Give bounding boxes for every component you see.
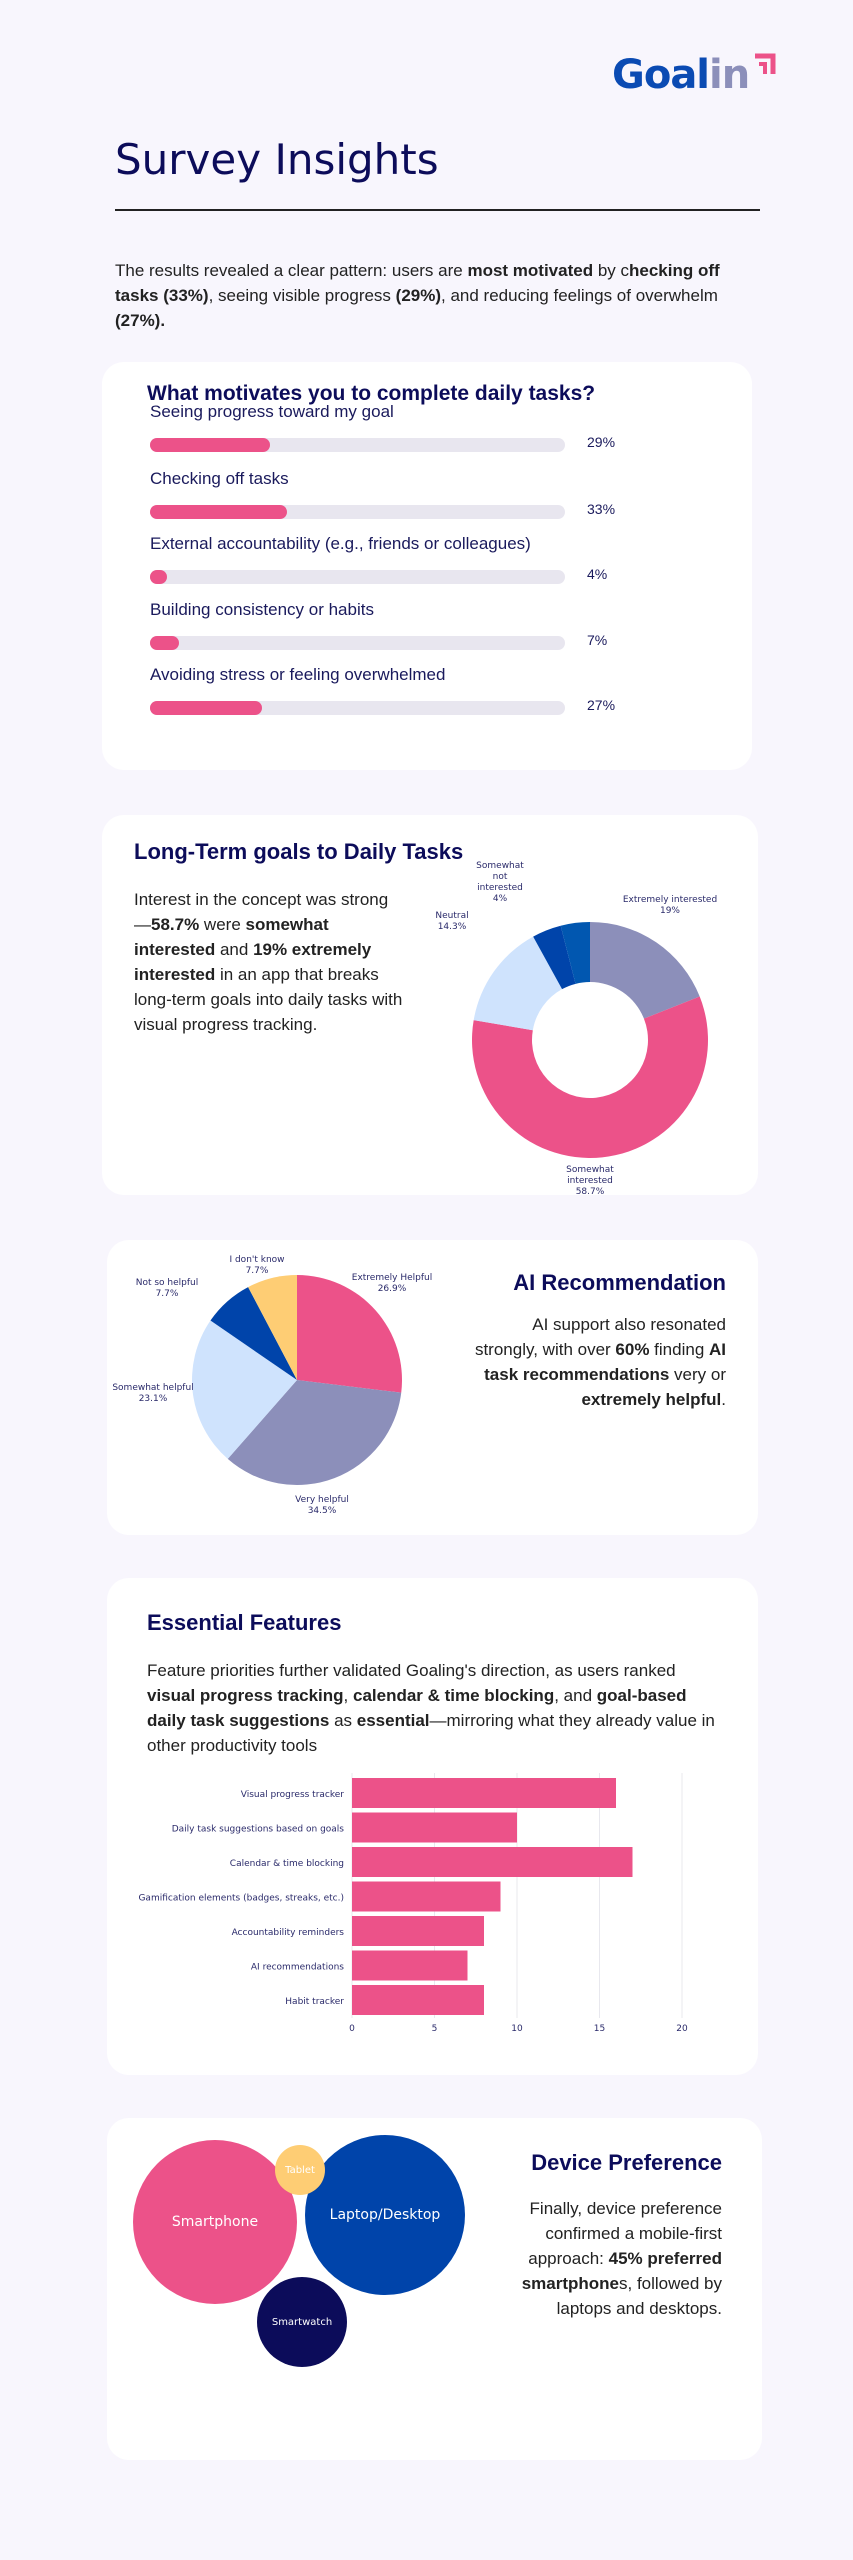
pie-slice — [473, 936, 563, 1031]
x-tick-label: 0 — [349, 2024, 355, 2033]
device-text: Finally, device preference confirmed a m… — [521, 2199, 722, 2318]
motivation-label: Seeing progress toward my goal — [150, 402, 394, 421]
progress-fill — [150, 570, 167, 584]
bubble-tablet: Tablet — [275, 2145, 325, 2195]
x-tick-label: 20 — [676, 2024, 688, 2033]
motivation-percent: 27% — [587, 697, 616, 713]
bar — [352, 1950, 468, 1981]
pie-slice — [297, 1275, 402, 1393]
pie-slice — [533, 925, 576, 990]
slice-label: Very helpful 34.5% — [295, 1495, 349, 1516]
bar — [352, 1812, 517, 1843]
bar — [352, 1985, 484, 2015]
longterm-title: Long-Term goals to Daily Tasks — [134, 839, 464, 864]
progress-track — [150, 570, 565, 584]
bubble-label: Laptop/Desktop — [329, 2207, 441, 2223]
progress-track — [150, 701, 565, 715]
ai-card: Extremely Helpful 26.9% Very helpful 34.5% S… — [107, 1240, 758, 1535]
pie-slice — [210, 1287, 297, 1380]
pie-slice — [472, 996, 708, 1158]
category-label: Accountability reminders — [232, 1928, 345, 1938]
pie-slice — [227, 1380, 402, 1485]
ai-text: AI support also resonated strongly, with… — [474, 1315, 726, 1409]
slice-label: Somewhat interested 58.7% — [566, 1165, 614, 1195]
ai-title: AI Recommendation — [513, 1270, 726, 1295]
features-title: Essential Features — [147, 1610, 342, 1635]
motivation-card: What motivates you to complete daily tas… — [102, 362, 752, 770]
x-tick-label: 10 — [511, 2024, 523, 2033]
divider — [115, 209, 760, 211]
longterm-text: Interest in the concept was strong—58.7%… — [134, 890, 403, 1034]
category-label: Calendar & time blocking — [230, 1859, 344, 1869]
slice-label: Extremely interested 19% — [623, 895, 717, 916]
goalin-logo: Goalin — [612, 52, 776, 98]
features-text: Feature priorities further validated Goa… — [147, 1661, 715, 1755]
bar — [352, 1847, 633, 1877]
x-tick-label: 15 — [594, 2024, 605, 2033]
arrow-logo-icon — [755, 53, 776, 74]
motivation-title: What motivates you to complete daily tas… — [147, 382, 596, 405]
device-card: Smartphone Laptop/Desktop Tablet Smartwatch… — [107, 2118, 762, 2460]
ai-pie-chart: Extremely Helpful 26.9% Very helpful 34.5% S… — [112, 1255, 432, 1516]
motivation-label: Avoiding stress or feeling overwhelmed — [150, 665, 446, 684]
progress-fill — [150, 701, 263, 715]
category-label: AI recommendations — [251, 1963, 344, 1973]
page-title: Survey Insights — [115, 135, 439, 184]
motivation-percent: 33% — [587, 501, 616, 517]
motivation-percent: 7% — [587, 632, 608, 648]
motivation-label: Checking off tasks — [150, 469, 289, 488]
slice-label: Somewhat not interested 4% — [476, 861, 524, 904]
category-label: Daily task suggestions based on goals — [172, 1825, 345, 1835]
slice-label: Somewhat helpful 23.1% — [112, 1383, 193, 1404]
slice-label: Neutral 14.3% — [435, 911, 468, 932]
slice-label: I don't know 7.7% — [229, 1255, 284, 1276]
progress-fill — [150, 636, 180, 650]
bar — [352, 1916, 484, 1946]
bubble-smartwatch: Smartwatch — [257, 2277, 347, 2367]
progress-fill — [150, 438, 271, 452]
interest-donut-chart: Extremely interested 19% Somewhat intereste… — [435, 861, 717, 1195]
pie-slice — [248, 1275, 297, 1380]
pie-slice — [560, 922, 590, 984]
pie-slice — [192, 1320, 297, 1459]
features-card: Essential Features Feature priorities fu… — [107, 1578, 758, 2075]
progress-track — [150, 636, 565, 650]
intro-text: The results revealed a clear pattern: us… — [115, 261, 720, 330]
progress-fill — [150, 505, 287, 519]
slice-label: Extremely Helpful 26.9% — [352, 1273, 432, 1294]
slice-label: Not so helpful 7.7% — [136, 1278, 199, 1299]
category-label: Habit tracker — [285, 1997, 344, 2007]
progress-track — [150, 438, 565, 452]
bubble-laptop-desktop: Laptop/Desktop — [305, 2135, 465, 2295]
motivation-percent: 4% — [587, 566, 608, 582]
category-label: Visual progress tracker — [241, 1790, 345, 1800]
bubble-label: Tablet — [285, 2164, 315, 2176]
bubble-label: Smartphone — [171, 2214, 259, 2230]
motivation-percent: 29% — [587, 434, 616, 450]
pie-slice — [590, 922, 700, 1019]
motivation-label: External accountability (e.g., friends o… — [150, 534, 531, 553]
bar — [352, 1778, 616, 1808]
longterm-card: Long-Term goals to Daily Tasks Interest … — [102, 815, 758, 1195]
progress-track — [150, 505, 565, 519]
device-title: Device Preference — [531, 2150, 722, 2175]
x-tick-label: 5 — [432, 2024, 438, 2033]
bar — [352, 1881, 501, 1912]
bubble-smartphone: Smartphone — [133, 2140, 297, 2304]
bubble-label: Smartwatch — [271, 2316, 333, 2328]
features-bar-chart: 0 5 10 15 20 Visual progress tracker Daily tas… — [138, 1773, 688, 2033]
category-label: Gamification elements (badges, streaks, … — [138, 1894, 344, 1904]
motivation-label: Building consistency or habits — [150, 600, 374, 619]
